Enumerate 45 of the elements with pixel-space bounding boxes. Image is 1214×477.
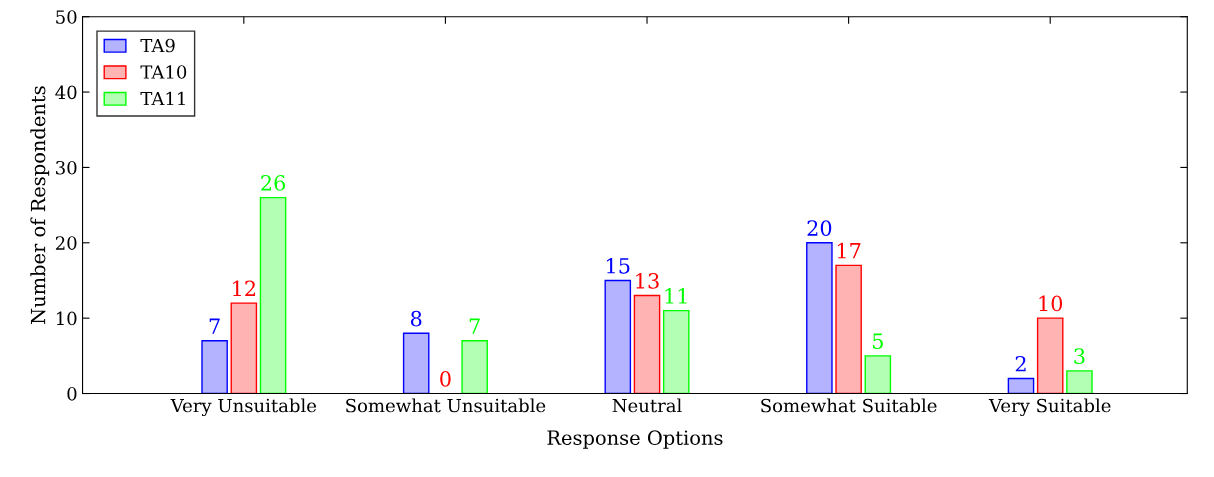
x-tick-label: Very Unsuitable [170, 398, 317, 417]
data-label: 11 [665, 288, 687, 304]
bar [402, 332, 430, 394]
data-label: 5 [872, 333, 883, 350]
y-axis-title: Number of Respondents [30, 86, 50, 324]
data-label: 15 [607, 257, 630, 274]
data-label: 3 [1074, 348, 1085, 365]
data-label: 13 [636, 272, 659, 289]
x-axis-title: Response Options [547, 430, 723, 449]
legend-label: TA10 [140, 65, 187, 79]
bar [864, 355, 892, 394]
bar [259, 196, 287, 394]
legend-label: TA9 [140, 38, 175, 53]
bar [461, 340, 488, 394]
y-tick-label: 0 [67, 386, 77, 401]
data-label: 12 [233, 280, 256, 296]
data-label: 20 [807, 220, 832, 236]
data-label: 17 [837, 242, 861, 259]
bar [633, 294, 661, 394]
bar [1066, 370, 1093, 394]
data-label: 8 [410, 310, 422, 327]
data-label: 7 [209, 318, 220, 334]
data-label: 2 [1015, 355, 1026, 372]
bar [230, 302, 258, 394]
bar [806, 242, 833, 394]
y-tick-label: 10 [56, 311, 77, 326]
x-tick-label: Very Suitable [988, 398, 1111, 417]
bar [1036, 317, 1064, 394]
x-tick-label: Somewhat Unsuitable [346, 398, 546, 413]
y-tick-label: 40 [55, 85, 77, 100]
y-tick-label: 30 [56, 160, 77, 175]
bar [201, 340, 228, 394]
data-label: 26 [261, 175, 285, 191]
data-label: 0 [440, 370, 451, 387]
bar [835, 264, 862, 394]
legend-label: TA11 [140, 91, 185, 106]
bar [604, 279, 632, 394]
x-tick-label: Neutral [612, 398, 682, 413]
y-tick-label: 20 [55, 236, 77, 250]
x-tick-label: Somewhat Suitable [761, 398, 937, 413]
data-label: 7 [469, 318, 480, 334]
y-tick-label: 50 [56, 10, 77, 24]
bar [1007, 377, 1035, 394]
data-label: 10 [1039, 295, 1063, 312]
bar [662, 309, 690, 394]
